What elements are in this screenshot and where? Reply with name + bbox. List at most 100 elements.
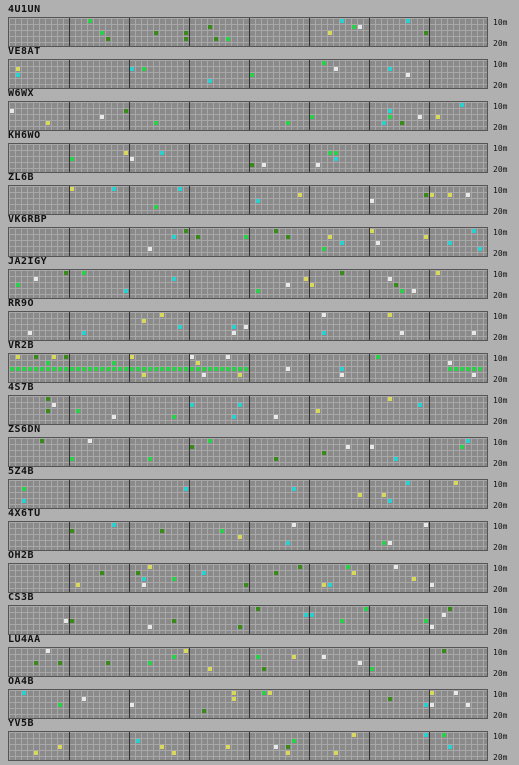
activity-cell — [154, 31, 158, 35]
activity-cell — [274, 745, 278, 749]
activity-cell — [304, 613, 308, 617]
station-row: 4X6TU 10m 20m — [0, 508, 519, 552]
activity-cell — [202, 373, 206, 377]
grid-divider — [249, 396, 250, 424]
station-row: ZL6B 10m 20m — [0, 172, 519, 216]
activity-cell — [40, 439, 44, 443]
grid-divider — [69, 270, 70, 298]
grid-divider — [429, 186, 430, 214]
activity-cell — [16, 367, 20, 371]
grid-divider — [129, 102, 130, 130]
activity-cell — [310, 283, 314, 287]
grid-divider — [249, 732, 250, 760]
band-activity-grid — [8, 59, 488, 89]
activity-cell — [340, 19, 344, 23]
grid-divider — [249, 312, 250, 340]
station-row: VE8AT 10m 20m — [0, 46, 519, 90]
activity-cell — [88, 19, 92, 23]
station-row: CS3B 10m 20m — [0, 592, 519, 636]
activity-cell — [442, 613, 446, 617]
activity-cell — [130, 367, 134, 371]
activity-cell — [238, 625, 242, 629]
activity-cell — [100, 367, 104, 371]
activity-cell — [124, 289, 128, 293]
activity-cell — [322, 331, 326, 335]
station-row: VK6RBP 10m 20m — [0, 214, 519, 258]
activity-cell — [160, 745, 164, 749]
activity-cell — [232, 367, 236, 371]
activity-cell — [160, 313, 164, 317]
station-row: 4U1UN 10m 20m — [0, 4, 519, 48]
activity-cell — [214, 37, 218, 41]
activity-cell — [82, 697, 86, 701]
activity-cell — [34, 661, 38, 665]
grid-divider — [129, 606, 130, 634]
activity-cell — [442, 649, 446, 653]
activity-cell — [370, 667, 374, 671]
grid-divider — [189, 228, 190, 256]
activity-cell — [112, 361, 116, 365]
activity-cell — [250, 163, 254, 167]
activity-cell — [394, 457, 398, 461]
activity-cell — [70, 457, 74, 461]
activity-cell — [178, 367, 182, 371]
grid-divider — [309, 648, 310, 676]
grid-divider — [429, 732, 430, 760]
grid-divider — [429, 354, 430, 382]
activity-cell — [166, 367, 170, 371]
activity-cell — [454, 367, 458, 371]
activity-cell — [328, 583, 332, 587]
activity-cell — [430, 625, 434, 629]
activity-cell — [262, 691, 266, 695]
activity-cell — [106, 37, 110, 41]
band-label-bottom: 20m — [493, 123, 508, 132]
band-label-top: 10m — [493, 144, 508, 153]
activity-cell — [334, 67, 338, 71]
band-activity-grid — [8, 311, 488, 341]
grid-divider — [189, 606, 190, 634]
activity-cell — [112, 187, 116, 191]
station-row: 5Z4B 10m 20m — [0, 466, 519, 510]
station-row: YV5B 10m 20m — [0, 718, 519, 762]
activity-cell — [262, 163, 266, 167]
activity-cell — [238, 403, 242, 407]
activity-cell — [232, 325, 236, 329]
grid-divider — [249, 606, 250, 634]
activity-cell — [478, 247, 482, 251]
station-callsign: RR9O — [8, 298, 35, 309]
grid-divider — [429, 396, 430, 424]
activity-cell — [298, 565, 302, 569]
band-activity-grid — [8, 479, 488, 509]
activity-cell — [112, 367, 116, 371]
grid-divider — [309, 690, 310, 718]
grid-divider — [309, 18, 310, 46]
band-label-bottom: 20m — [493, 165, 508, 174]
activity-cell — [460, 445, 464, 449]
grid-divider — [189, 396, 190, 424]
activity-cell — [58, 367, 62, 371]
activity-cell — [136, 739, 140, 743]
band-activity-grid — [8, 143, 488, 173]
activity-cell — [286, 541, 290, 545]
activity-cell — [346, 565, 350, 569]
activity-cell — [76, 583, 80, 587]
activity-cell — [154, 121, 158, 125]
grid-divider — [69, 102, 70, 130]
activity-cell — [34, 367, 38, 371]
activity-cell — [340, 373, 344, 377]
station-row: 4S7B 10m 20m — [0, 382, 519, 426]
grid-divider — [429, 522, 430, 550]
grid-divider — [129, 312, 130, 340]
activity-cell — [208, 367, 212, 371]
activity-cell — [370, 229, 374, 233]
activity-cell — [430, 583, 434, 587]
activity-cell — [334, 151, 338, 155]
activity-cell — [376, 241, 380, 245]
station-row: OA4B 10m 20m — [0, 676, 519, 720]
activity-cell — [148, 367, 152, 371]
grid-divider — [369, 438, 370, 466]
band-label-top: 10m — [493, 690, 508, 699]
activity-cell — [172, 277, 176, 281]
activity-cell — [88, 439, 92, 443]
grid-divider — [369, 60, 370, 88]
